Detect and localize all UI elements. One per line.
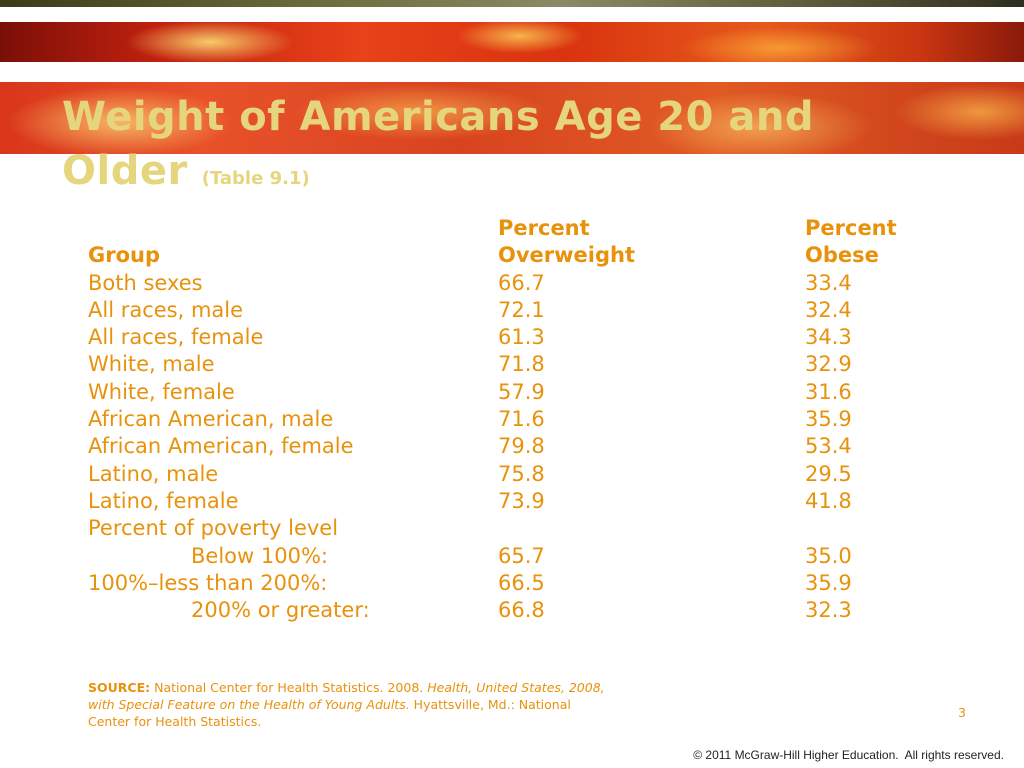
header-obese-line1: Percent xyxy=(805,216,897,240)
group-cell: White, male xyxy=(88,352,215,377)
slide-title-reference: (Table 9.1) xyxy=(201,168,310,189)
table-row: Both sexes 66.7 33.4 xyxy=(88,270,968,297)
group-cell: 100%–less than 200%: xyxy=(88,570,328,595)
overweight-cell: 66.7 xyxy=(498,270,545,295)
source-label: SOURCE: xyxy=(88,680,151,695)
obese-cell: 32.3 xyxy=(805,598,852,623)
page-number: 3 xyxy=(958,705,966,720)
obese-cell: 33.4 xyxy=(805,270,852,295)
group-cell: Latino, male xyxy=(88,461,219,486)
obese-cell: 31.6 xyxy=(805,379,852,404)
overweight-cell: 66.8 xyxy=(498,598,545,623)
overweight-cell: 73.9 xyxy=(498,488,545,513)
obese-cell: 53.4 xyxy=(805,434,852,459)
source-note: SOURCE: National Center for Health Stati… xyxy=(88,679,608,730)
weight-table: Percent Percent Group Overweight Obese B… xyxy=(88,215,968,624)
group-cell: Both sexes xyxy=(88,270,203,295)
obese-cell: 35.9 xyxy=(805,570,852,595)
overweight-cell: 71.8 xyxy=(498,352,545,377)
slide-title: Weight of Americans Age 20 and Older (Tab… xyxy=(62,90,962,206)
obese-cell: 41.8 xyxy=(805,488,852,513)
flame-banner-top xyxy=(0,22,1024,62)
obese-cell: 32.9 xyxy=(805,352,852,377)
table-row: Percent of poverty level xyxy=(88,515,968,542)
overweight-cell: 75.8 xyxy=(498,461,545,486)
table-row: White, female 57.9 31.6 xyxy=(88,379,968,406)
flame-banner-title xyxy=(0,82,1024,154)
table-row: African American, female 79.8 53.4 xyxy=(88,433,968,460)
table-row: 100%–less than 200%: 66.5 35.9 xyxy=(88,570,968,597)
table-row: White, male 71.8 32.9 xyxy=(88,351,968,378)
header-overweight-line2: Overweight xyxy=(498,243,636,268)
overweight-cell: 71.6 xyxy=(498,407,545,432)
copyright-notice: © 2011 McGraw-Hill Higher Education. All… xyxy=(693,748,1004,762)
group-cell: All races, female xyxy=(88,325,264,350)
table-header-row-1: Percent Percent xyxy=(88,215,968,242)
group-cell: All races, male xyxy=(88,297,244,322)
header-overweight-line1: Percent xyxy=(498,216,590,240)
source-publication: Health, United States, 2008, with Specia… xyxy=(88,680,605,712)
group-cell: White, female xyxy=(88,379,235,404)
overweight-cell: 66.5 xyxy=(498,570,545,595)
overweight-cell: 65.7 xyxy=(498,543,545,568)
top-decor-strip xyxy=(0,0,1024,7)
table-row: Below 100%: 65.7 35.0 xyxy=(88,543,968,570)
group-cell: Below 100%: xyxy=(191,543,328,568)
group-cell: African American, female xyxy=(88,434,354,459)
table-row: All races, female 61.3 34.3 xyxy=(88,324,968,351)
group-cell: Latino, female xyxy=(88,488,239,513)
source-text: National Center for Health Statistics. 2… xyxy=(154,680,424,695)
obese-cell: 35.9 xyxy=(805,407,852,432)
header-obese-line2: Obese xyxy=(805,243,879,268)
table-row: All races, male 72.1 32.4 xyxy=(88,297,968,324)
table-row: Latino, male 75.8 29.5 xyxy=(88,461,968,488)
table-row: African American, male 71.6 35.9 xyxy=(88,406,968,433)
overweight-cell: 79.8 xyxy=(498,434,545,459)
obese-cell: 35.0 xyxy=(805,543,852,568)
slide-title-text: Weight of Americans Age 20 and Older xyxy=(62,94,814,194)
obese-cell: 34.3 xyxy=(805,325,852,350)
overweight-cell: 61.3 xyxy=(498,325,545,350)
table-row: Latino, female 73.9 41.8 xyxy=(88,488,968,515)
group-cell: African American, male xyxy=(88,407,334,432)
table-row: 200% or greater: 66.8 32.3 xyxy=(88,597,968,624)
obese-cell: 29.5 xyxy=(805,461,852,486)
group-cell: Percent of poverty level xyxy=(88,516,339,541)
overweight-cell: 57.9 xyxy=(498,379,545,404)
source-publisher: Hyattsville, Md.: National Center for He… xyxy=(88,697,571,729)
group-cell: 200% or greater: xyxy=(191,598,370,623)
overweight-cell: 72.1 xyxy=(498,297,545,322)
table-header-row-2: Group Overweight Obese xyxy=(88,242,968,269)
header-group: Group xyxy=(88,243,161,268)
obese-cell: 32.4 xyxy=(805,297,852,322)
